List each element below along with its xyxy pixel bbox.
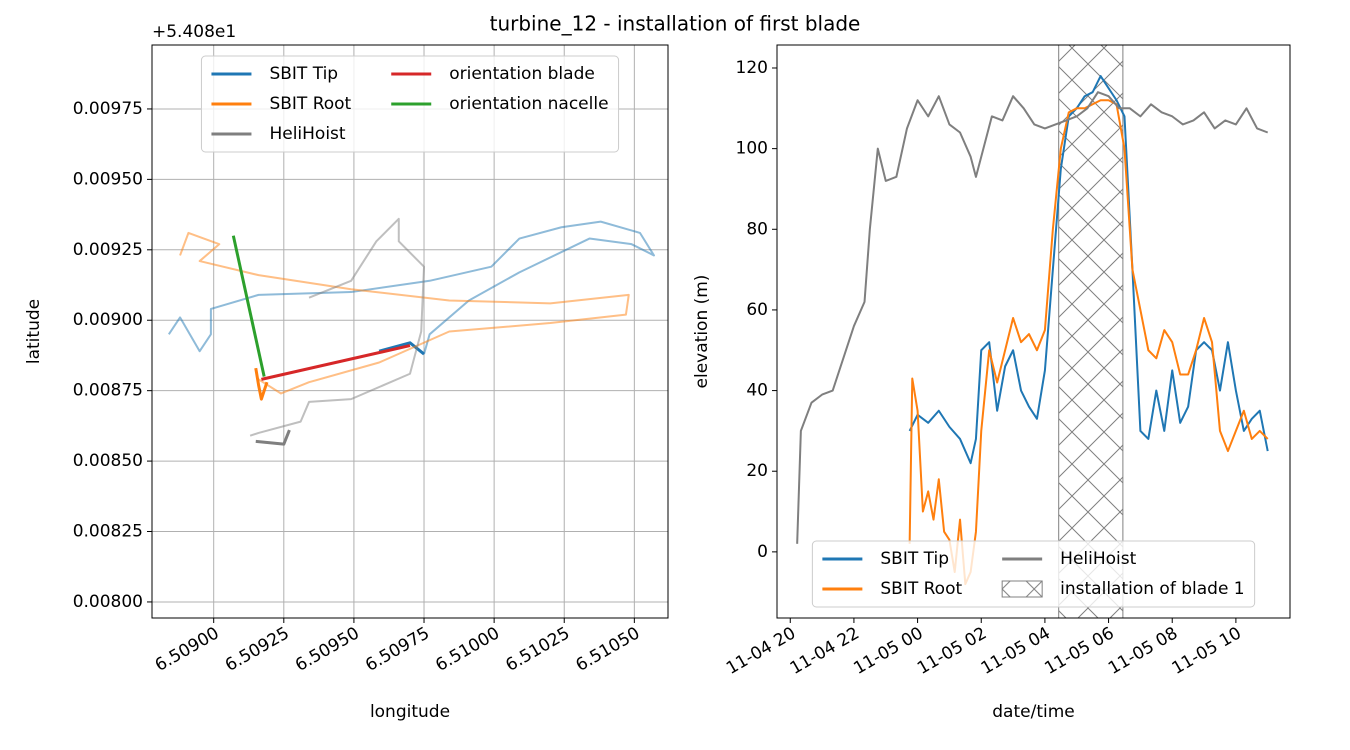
legend-label: SBIT Root bbox=[880, 579, 962, 599]
y-tick-label: 0.00925 bbox=[73, 240, 143, 260]
axes-frame bbox=[776, 44, 1291, 619]
legend: SBIT Tip SBIT Root HeliHoist installation o… bbox=[811, 540, 1256, 608]
legend-item: installation of blade 1 bbox=[1001, 579, 1245, 599]
series-line bbox=[378, 341, 425, 356]
y-tick-label: 80 bbox=[746, 219, 768, 239]
axes-frame bbox=[151, 44, 669, 619]
y-tick-label: 100 bbox=[736, 139, 768, 159]
legend-box bbox=[811, 540, 1256, 608]
plot-area bbox=[796, 45, 1269, 618]
legend: SBIT Tip SBIT Root HeliHoist orientation bl… bbox=[200, 55, 620, 153]
legend-item: HeliHoist bbox=[211, 124, 346, 144]
series-line bbox=[255, 429, 291, 446]
y-tick-label: 0.00950 bbox=[73, 169, 143, 189]
span bbox=[1058, 45, 1124, 618]
series-line bbox=[261, 344, 411, 381]
legend-label: installation of blade 1 bbox=[1060, 579, 1244, 599]
legend-label: SBIT Root bbox=[269, 94, 351, 114]
series-line bbox=[254, 367, 269, 401]
track-line bbox=[167, 220, 655, 355]
y-tick-label: 0.00825 bbox=[73, 522, 143, 542]
x-axis-label: date/time bbox=[992, 702, 1074, 722]
y-tick-label: 0.00875 bbox=[73, 381, 143, 401]
legend-label: orientation nacelle bbox=[449, 94, 608, 114]
y-axis-label: elevation (m) bbox=[692, 275, 712, 389]
figure-title: turbine_12 - installation of first blade bbox=[490, 12, 861, 36]
y-tick-label: 0.00850 bbox=[73, 451, 143, 471]
legend-label: HeliHoist bbox=[269, 124, 345, 144]
legend-item: orientation nacelle bbox=[391, 94, 609, 114]
track-line bbox=[249, 217, 426, 437]
y-tick-label: 20 bbox=[746, 461, 768, 481]
y-tick-label: 0.00800 bbox=[73, 592, 143, 612]
legend-item: HeliHoist bbox=[1002, 549, 1137, 569]
plot-area bbox=[167, 217, 655, 446]
legend-item: SBIT Tip bbox=[211, 64, 338, 84]
legend-item: orientation blade bbox=[391, 64, 595, 84]
series-line bbox=[908, 75, 1269, 465]
offset-label: +5.408e1 bbox=[152, 22, 236, 42]
legend-item: SBIT Root bbox=[822, 579, 962, 599]
y-tick-label: 120 bbox=[736, 58, 768, 78]
y-tick-label: 0.00900 bbox=[73, 310, 143, 330]
legend-label: orientation blade bbox=[449, 64, 595, 84]
y-tick-label: 40 bbox=[746, 381, 768, 401]
y-axis-label: latitude bbox=[24, 299, 44, 364]
legend-label: HeliHoist bbox=[1060, 549, 1136, 569]
legend-item: SBIT Tip bbox=[822, 549, 949, 569]
y-tick-label: 0 bbox=[757, 542, 768, 562]
legend-label: SBIT Tip bbox=[269, 64, 338, 84]
legend-item: SBIT Root bbox=[211, 94, 352, 114]
legend-swatch bbox=[1001, 580, 1043, 598]
series-line bbox=[796, 91, 1269, 544]
track-line bbox=[179, 231, 630, 395]
x-axis-label: longitude bbox=[370, 702, 450, 722]
y-tick-label: 60 bbox=[746, 300, 768, 320]
y-tick-label: 0.00975 bbox=[73, 99, 143, 119]
legend-label: SBIT Tip bbox=[880, 549, 949, 569]
series-line bbox=[231, 235, 266, 377]
